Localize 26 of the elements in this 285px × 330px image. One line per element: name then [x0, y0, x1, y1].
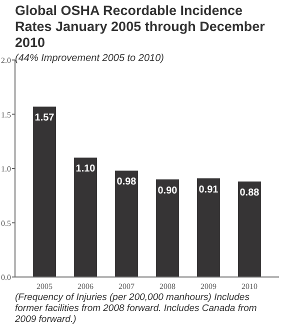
y-tick-label: 1.5 [1, 110, 11, 120]
chart-title: Global OSHA Recordable Incidence Rates January 2005 through December 2010 [15, 3, 266, 50]
y-tick-label: 0.5 [1, 218, 11, 228]
x-tick-label: 2010 [241, 282, 258, 291]
y-tick-label: 0.0 [1, 273, 11, 282]
data-label: 1.57 [34, 112, 55, 124]
y-tick-label: 2.0 [1, 56, 11, 65]
x-tick-label: 2007 [118, 282, 135, 291]
y-tick-label: 1.0 [1, 164, 11, 174]
bar [74, 158, 97, 277]
x-tick-label: 2009 [200, 282, 216, 291]
bar [197, 178, 220, 277]
data-label: 0.90 [158, 185, 178, 196]
bar [156, 179, 179, 277]
bar [33, 106, 56, 277]
text: (Frequency of Injuries (per 200,000 manhours) Includes former facilities from 2008 forward. Includes Canada from 2009 forward.) [14, 292, 257, 325]
data-label: 0.91 [198, 184, 219, 196]
data-label: 1.10 [76, 164, 96, 175]
data-label: 0.88 [240, 188, 260, 199]
chart-subtitle: (44% Improvement 2005 to 2010) [15, 53, 164, 64]
x-tick-label: 2008 [159, 282, 176, 291]
bar [238, 182, 261, 277]
x-tick-label: 2006 [78, 282, 94, 291]
x-tick-label: 2005 [36, 282, 53, 291]
data-label: 0.98 [116, 176, 137, 188]
bar [115, 170, 138, 277]
